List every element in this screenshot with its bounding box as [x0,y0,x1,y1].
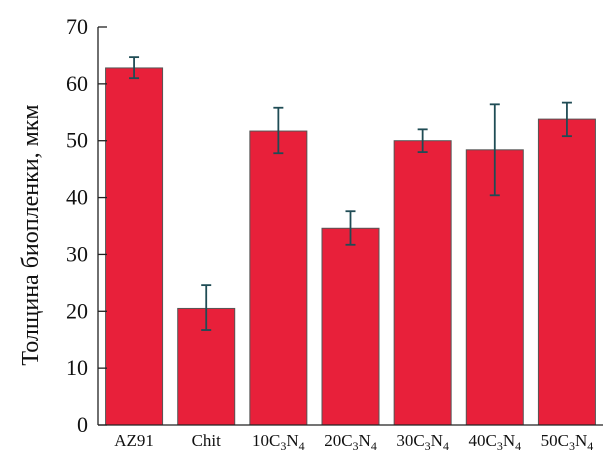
bars-group [105,67,596,426]
y-tick-label: 50 [66,128,88,153]
x-tick-label: 50C3N4 [541,431,594,453]
x-tick-label: Chit [192,431,222,450]
y-tick-label: 70 [66,14,88,39]
y-tick-label: 30 [66,241,88,266]
bar-50c3n4 [537,118,596,426]
error-bars-group [129,56,572,331]
x-tick-label: 20C3N4 [324,431,377,453]
x-tick-label: AZ91 [114,431,154,450]
y-ticks-group: 0 10 20 30 40 50 60 70 [66,14,107,437]
x-tick-label: 40C3N4 [468,431,521,453]
y-tick-label: 0 [77,412,88,437]
x-tick-label: 30C3N4 [396,431,449,453]
bar-10c3n4 [249,130,308,426]
bar-20c3n4 [321,227,380,426]
x-labels-group: AZ91 Chit 10C3N4 20C3N4 30C3N4 40C3N4 50C3N4 [114,431,593,453]
y-axis-label: Толщина биопленки, мкм [18,104,44,365]
y-tick-label: 20 [66,298,88,323]
bar-30c3n4 [393,140,452,426]
x-tick-label: 10C3N4 [252,431,305,453]
bar-az91 [105,67,164,426]
y-tick-label: 40 [66,185,88,210]
y-tick-label: 60 [66,71,88,96]
y-tick-label: 10 [66,355,88,380]
